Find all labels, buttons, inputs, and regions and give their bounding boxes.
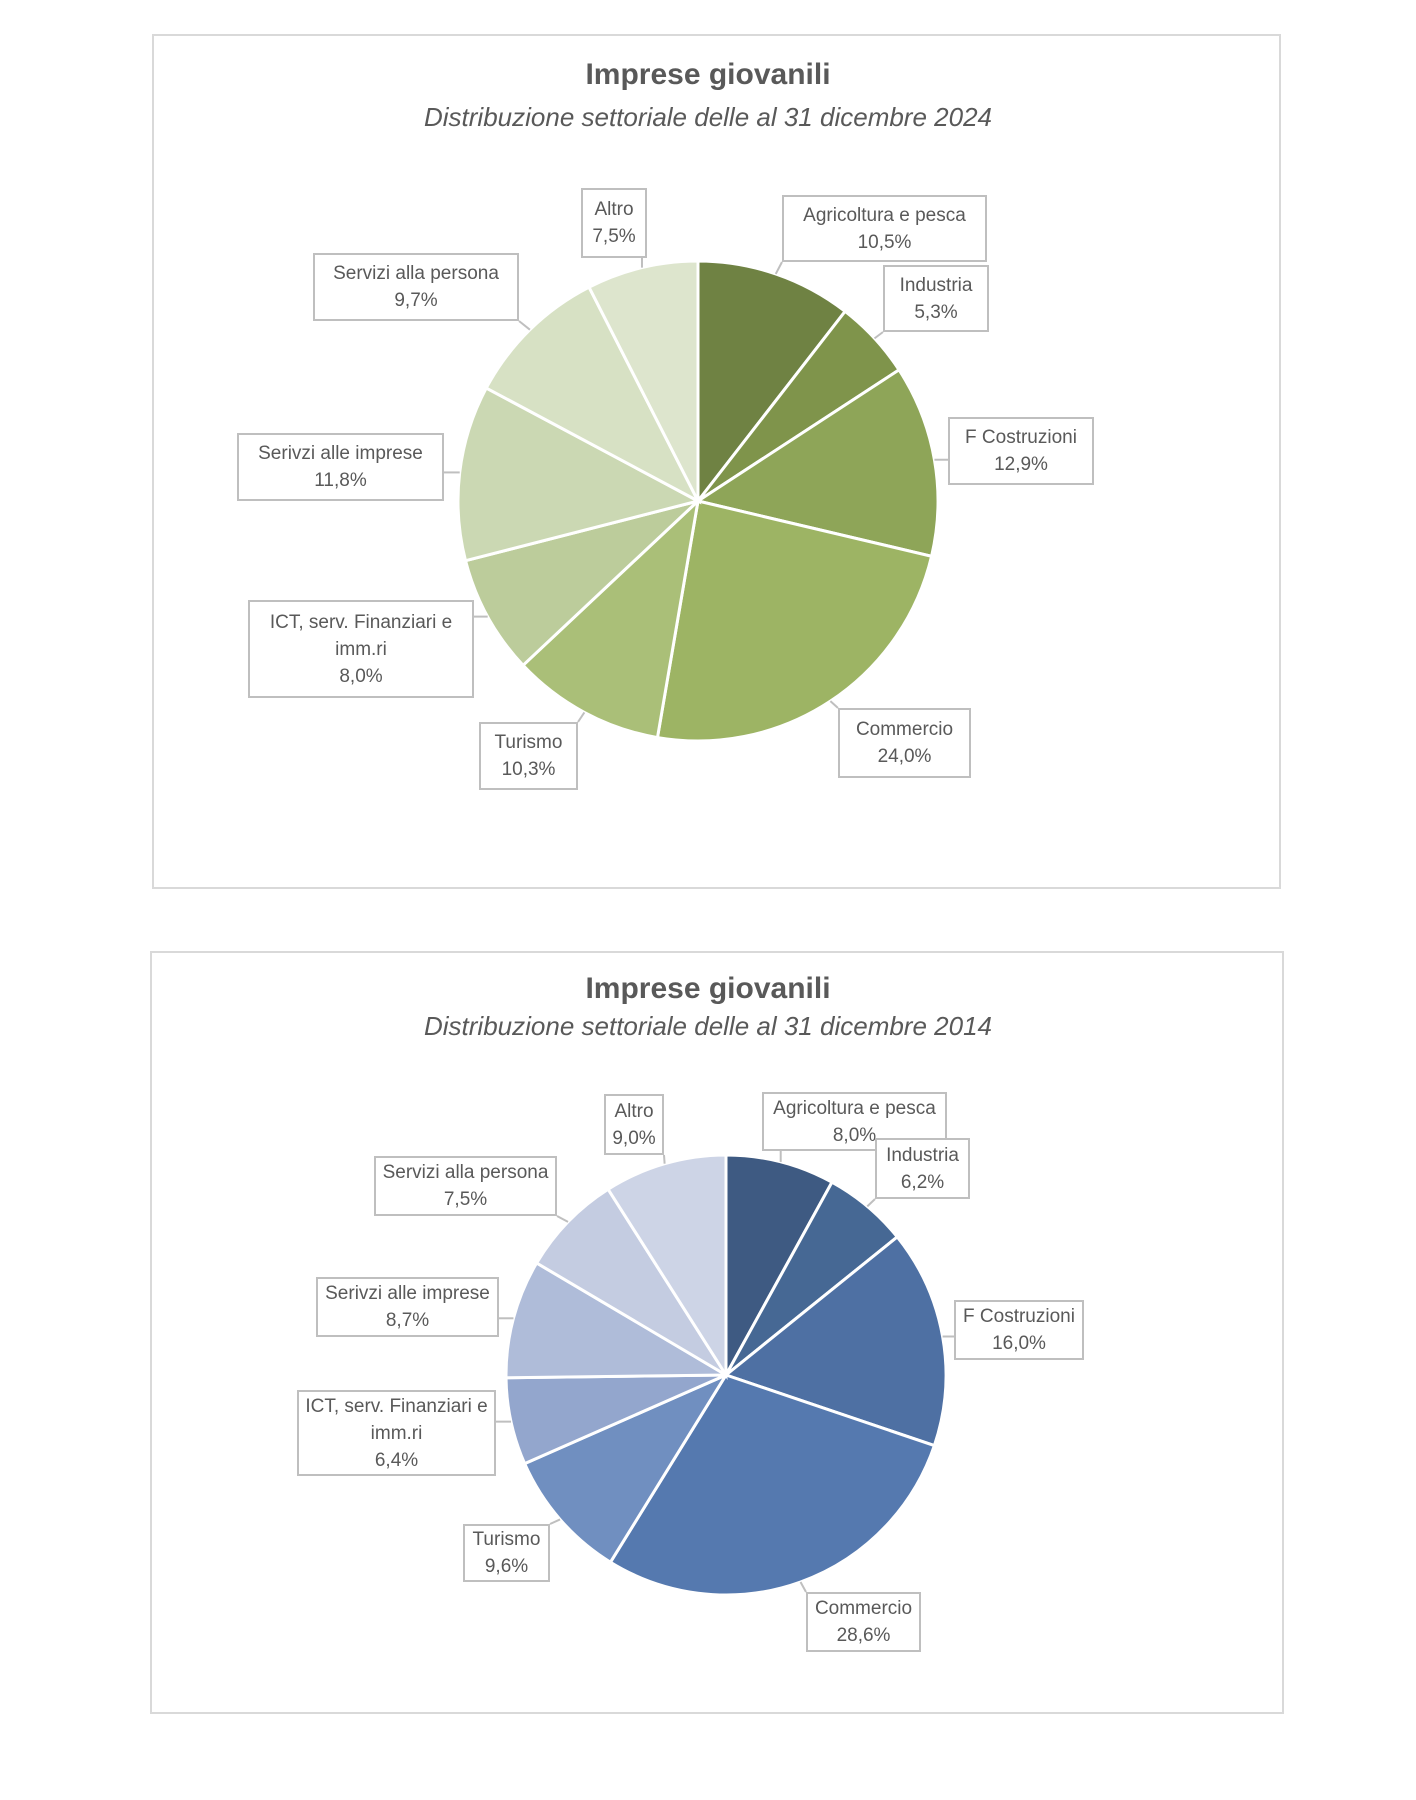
data-label-value: 8,0% (832, 1124, 877, 1146)
data-label-category: Commercio (814, 1598, 913, 1619)
leader-line (829, 700, 839, 709)
leader-line (577, 711, 586, 723)
data-label-value: 11,8% (314, 470, 367, 491)
data-label: Industria 5,3% (883, 265, 989, 332)
data-label-category: Turismo (494, 732, 563, 753)
chart-title-2024: Imprese giovanili (585, 58, 831, 91)
data-label-category: Altro (614, 1100, 654, 1122)
chart-title-2014: Imprese giovanili (585, 972, 831, 1005)
leader-line (549, 1518, 561, 1525)
pie-slice[interactable] (463, 499, 700, 668)
pie-slice[interactable] (606, 1153, 728, 1381)
data-label-value: 8,0% (339, 665, 383, 687)
data-label-value: 6,2% (900, 1171, 945, 1193)
data-label-category: Serivzi alle imprese (325, 1283, 490, 1304)
data-label-value: 24,0% (877, 746, 932, 767)
pie-slice[interactable] (534, 1187, 728, 1377)
data-label: ICT, serv. Finanziari e imm.ri 8,0% (248, 600, 474, 698)
data-label-value: 7,5% (592, 226, 636, 247)
data-label-category: Agricoltura e pesca (773, 1097, 936, 1119)
data-label: Servizi alla persona 9,7% (313, 253, 519, 321)
leader-lines-0 (444, 258, 948, 723)
data-label: Turismo 9,6% (463, 1524, 550, 1582)
pie-slice[interactable] (696, 259, 848, 506)
data-label-category: Industria (886, 1144, 959, 1166)
data-label-value: 5,3% (914, 301, 958, 323)
data-label-category: Servizi alla persona (333, 263, 499, 284)
data-label-category: Agricoltura e pesca (803, 204, 966, 226)
pie-slice[interactable] (724, 1153, 835, 1376)
data-label-category: Commercio (855, 719, 954, 740)
data-label-value: 9,0% (612, 1127, 656, 1149)
data-label: Altro 7,5% (581, 188, 647, 258)
data-label-value: 16,0% (992, 1333, 1046, 1354)
data-label-category: Altro (594, 199, 634, 220)
data-label: Serivzi alle imprese 8,7% (316, 1277, 499, 1337)
data-label-value: 28,6% (836, 1625, 891, 1646)
chart-subtitle-2014: Distribuzione settoriale delle al 31 dic… (424, 1011, 992, 1041)
chart-frame-2014 (150, 951, 1284, 1714)
data-label: Agricoltura e pesca 10,5% (782, 195, 987, 262)
leader-line (663, 1154, 666, 1164)
pie-slice[interactable] (655, 499, 934, 743)
data-label: Serivzi alle imprese 11,8% (237, 433, 444, 501)
data-label: ICT, serv. Finanziari e imm.ri 6,4% (297, 1390, 496, 1476)
data-label-value: 12,9% (994, 454, 1048, 475)
leader-line (873, 331, 884, 340)
data-label-value: 7,5% (443, 1189, 488, 1210)
data-label-value: 8,7% (385, 1310, 430, 1331)
pie-slice[interactable] (504, 1260, 732, 1380)
data-label: Agricoltura e pesca 8,0% (762, 1092, 947, 1151)
data-label-category: Serivzi alle imprese (258, 443, 423, 464)
data-label: F Costruzioni 12,9% (948, 417, 1094, 485)
pie-slice[interactable] (520, 496, 701, 740)
data-label: Turismo 10,3% (479, 722, 578, 790)
data-label: Industria 6,2% (875, 1138, 970, 1199)
data-label-category: F Costruzioni (963, 1306, 1075, 1327)
chart-frame-2024 (152, 34, 1281, 889)
leader-line (774, 261, 783, 275)
data-label: F Costruzioni 16,0% (954, 1300, 1084, 1360)
data-label-category: ICT, serv. Finanziari e imm.ri (269, 611, 453, 660)
data-label-category: Servizi alla persona (382, 1162, 549, 1183)
leader-lines-1 (496, 1151, 954, 1593)
data-label: Commercio 24,0% (838, 708, 971, 778)
leader-line (866, 1198, 876, 1208)
chart-subtitle-2024: Distribuzione settoriale delle al 31 dic… (424, 102, 992, 132)
pie-slice[interactable] (522, 1371, 730, 1565)
data-label-category: Turismo (472, 1529, 541, 1550)
data-label-category: ICT, serv. Finanziari e imm.ri (305, 1395, 488, 1444)
data-label-category: F Costruzioni (965, 427, 1077, 448)
data-label-value: 10,3% (501, 759, 556, 780)
pie-1 (504, 1153, 948, 1597)
data-label: Commercio 28,6% (806, 1592, 921, 1652)
data-label-value: 9,6% (484, 1556, 529, 1577)
data-label: Servizi alla persona 7,5% (374, 1156, 557, 1216)
leader-line (799, 1581, 807, 1593)
data-label-value: 9,7% (394, 290, 438, 311)
data-label-value: 6,4% (374, 1449, 419, 1471)
pie-0 (456, 259, 940, 743)
data-label-value: 10,5% (857, 231, 912, 253)
data-label-category: Industria (899, 274, 973, 296)
leader-line (518, 320, 531, 331)
leader-line (556, 1215, 569, 1223)
data-label: Altro 9,0% (604, 1094, 664, 1155)
pie-slice[interactable] (587, 259, 700, 502)
